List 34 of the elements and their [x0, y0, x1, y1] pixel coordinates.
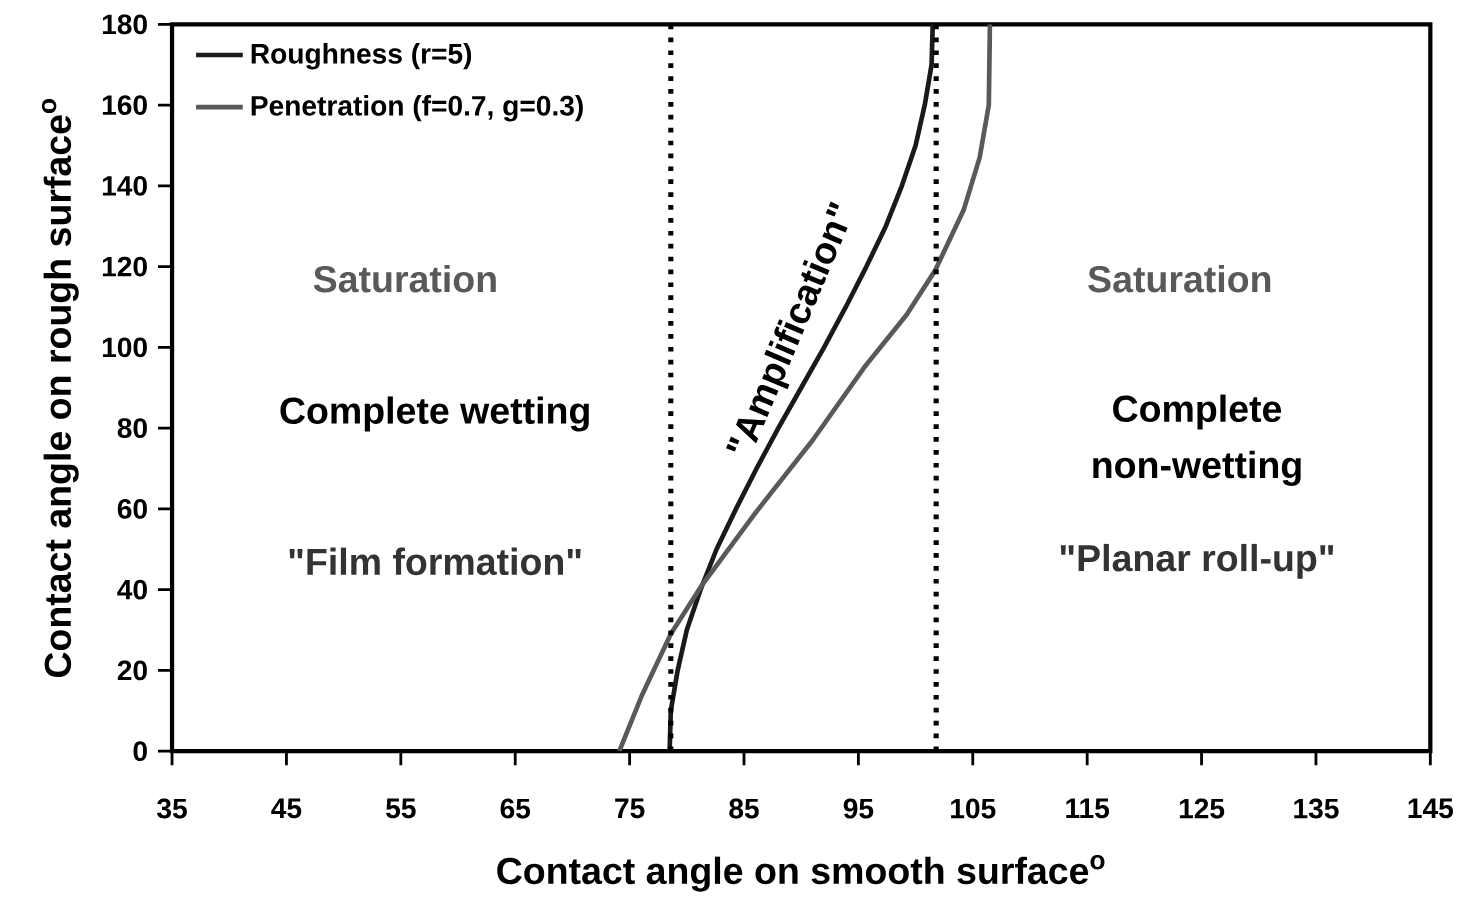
- annotation: Complete wetting: [280, 396, 589, 432]
- y-tick-label: 100: [102, 337, 147, 358]
- x-tick-label: 45: [271, 798, 302, 819]
- line-series: [667, 24, 936, 752]
- x-tick-label: 135: [1294, 798, 1339, 819]
- y-tick-label: 80: [117, 418, 147, 438]
- legend-label: Penetration (f=0.7, g=0.3): [251, 95, 583, 122]
- annotation: Saturation: [313, 264, 496, 293]
- x-tick-label: 105: [951, 798, 996, 819]
- x-tick-label: 35: [157, 798, 187, 819]
- annotation: "Planar roll-up": [1060, 543, 1334, 579]
- x-tick-label: 55: [386, 798, 416, 819]
- annotation: "Film formation": [289, 547, 581, 576]
- y-tick-label: 40: [117, 579, 147, 600]
- y-tick-label: 180: [102, 14, 147, 35]
- x-tick-label: 115: [1066, 798, 1110, 819]
- annotation: Complete non-wetting: [1093, 394, 1301, 486]
- line-series: [616, 24, 993, 752]
- y-axis-title: Contact angle on rough surface$^{o}$: [41, 98, 79, 678]
- y-tick-label: 20: [117, 660, 147, 681]
- x-tick-label: 85: [729, 798, 759, 819]
- y-tick-label: 140: [102, 175, 147, 196]
- x-axis-title: Contact angle on smooth surface$^{o}$: [497, 854, 1105, 892]
- y-tick-label: 60: [117, 498, 147, 519]
- annotation: Saturation: [1088, 264, 1271, 293]
- x-tick-label: 95: [843, 798, 874, 819]
- x-tick-label: 145: [1408, 798, 1453, 819]
- y-tick-label: 160: [102, 95, 147, 115]
- x-tick-label: 65: [500, 798, 531, 819]
- legend-label: Roughness (r=5): [251, 43, 472, 70]
- y-tick-label: 120: [102, 256, 147, 277]
- x-tick-label: 125: [1179, 798, 1225, 819]
- x-tick-label: 75: [615, 798, 645, 819]
- y-tick-label: 0: [133, 741, 147, 761]
